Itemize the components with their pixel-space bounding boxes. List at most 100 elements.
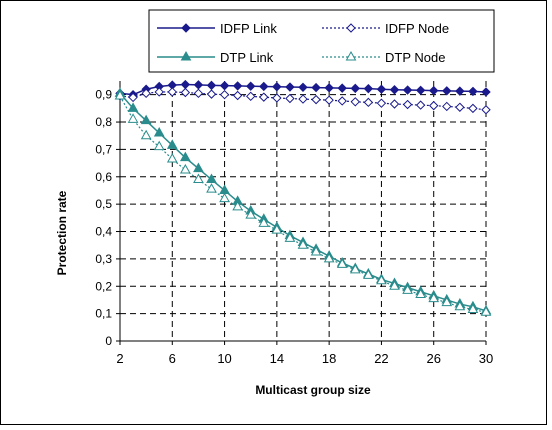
data-point-idfp-node (193, 88, 204, 99)
legend-label-idfp-link: IDFP Link (220, 21, 277, 36)
data-point-dtp-link (140, 114, 152, 125)
legend-label-idfp-node: IDFP Node (385, 21, 449, 36)
x-tick-label: 18 (322, 351, 336, 366)
data-point-idfp-link (468, 86, 478, 97)
data-point-idfp-node (389, 99, 400, 109)
axes-layer (116, 81, 487, 345)
data-point-idfp-node (468, 103, 478, 114)
data-point-dtp-node (193, 173, 204, 184)
data-point-idfp-node (415, 100, 426, 110)
data-point-idfp-node (232, 90, 243, 101)
x-tick-label: 6 (169, 351, 176, 366)
legend-marker-idfp-node (346, 23, 356, 33)
data-point-idfp-link (259, 81, 269, 92)
data-point-idfp-node (442, 101, 452, 112)
legend-label-dtp-link: DTP Link (220, 50, 274, 65)
data-point-dtp-node (258, 217, 270, 227)
data-point-dtp-link (153, 126, 165, 137)
data-point-dtp-node (140, 129, 152, 140)
data-point-idfp-node (363, 97, 374, 108)
data-point-dtp-node (389, 280, 400, 290)
x-axis-label: Multicast group size (255, 383, 371, 397)
data-point-idfp-link (219, 80, 230, 91)
data-point-idfp-node (259, 92, 269, 102)
legend-items: IDFP Link IDFP Node DTP Link DTP Node (157, 21, 449, 65)
data-point-idfp-link (232, 81, 243, 91)
data-point-dtp-node (297, 239, 309, 249)
data-point-dtp-node (363, 269, 374, 279)
data-point-idfp-link (376, 84, 387, 94)
data-point-dtp-link (193, 162, 204, 173)
data-point-idfp-node (481, 105, 491, 115)
data-point-idfp-link (206, 80, 217, 91)
y-tick-label: 0,9 (95, 88, 112, 102)
data-point-idfp-node (180, 87, 191, 98)
y-tick-label: 0,7 (95, 142, 112, 156)
data-point-idfp-link (298, 82, 308, 93)
y-tick-label: 0,6 (95, 170, 112, 184)
data-point-idfp-node (324, 95, 334, 105)
x-tick-label: 30 (479, 351, 493, 366)
data-point-idfp-node (167, 87, 177, 97)
data-point-idfp-node (246, 91, 256, 102)
data-point-idfp-link (402, 85, 413, 95)
legend-marker-dtp-node (345, 50, 357, 61)
data-point-idfp-link (246, 81, 256, 91)
data-point-dtp-node (127, 113, 139, 123)
data-point-dtp-link (180, 151, 191, 162)
data-point-idfp-node (455, 102, 465, 112)
legend-marker-dtp-link (180, 50, 192, 61)
data-point-dtp-node (206, 183, 217, 193)
y-tick-label: 0,4 (95, 225, 112, 239)
y-tick-label: 0,5 (95, 197, 112, 211)
y-tick-label: 0 (105, 334, 112, 348)
y-tick-label: 0,1 (95, 307, 112, 321)
y-axis-label: Protection rate (55, 190, 69, 275)
data-point-dtp-node (232, 200, 243, 211)
data-point-idfp-node (429, 100, 439, 111)
data-point-dtp-node (180, 163, 191, 174)
legend-marker-idfp-link (181, 23, 191, 33)
data-point-idfp-link (272, 82, 282, 92)
data-point-dtp-link (206, 173, 217, 184)
data-point-idfp-link (324, 83, 334, 93)
data-point-dtp-node (153, 140, 165, 151)
data-point-dtp-node (336, 258, 348, 268)
data-point-dtp-link (166, 139, 178, 149)
data-point-dtp-node (441, 296, 453, 307)
ticks-layer: 00,10,20,30,40,50,60,70,80,92 6 10 14 18 22 26… (95, 88, 493, 366)
data-point-idfp-link (285, 82, 295, 92)
data-point-idfp-node (298, 94, 308, 104)
data-point-idfp-node (128, 92, 138, 103)
x-tick-label: 2 (116, 351, 123, 366)
data-point-idfp-node (337, 96, 347, 106)
data-point-idfp-link (429, 85, 439, 96)
data-point-idfp-node (154, 87, 164, 97)
data-point-idfp-link (311, 82, 321, 93)
data-point-idfp-node (376, 98, 387, 108)
data-point-dtp-node (402, 284, 413, 294)
data-point-dtp-node (415, 288, 426, 298)
data-point-idfp-link (442, 86, 452, 96)
x-tick-label: 26 (426, 351, 440, 366)
x-tick-label: 22 (374, 351, 388, 366)
data-point-dtp-node (166, 152, 178, 163)
data-point-dtp-node (480, 306, 492, 316)
x-tick-label: 14 (270, 351, 284, 366)
data-point-dtp-node (284, 232, 296, 242)
y-tick-label: 0,8 (95, 115, 112, 129)
data-point-dtp-node (376, 274, 387, 285)
data-point-idfp-node (285, 93, 295, 104)
data-point-dtp-node (245, 209, 257, 219)
data-point-idfp-node (206, 89, 217, 99)
y-tick-label: 0,2 (95, 279, 112, 293)
data-point-dtp-node (454, 300, 466, 311)
data-point-idfp-node (141, 88, 151, 99)
data-point-idfp-link (415, 85, 426, 96)
data-point-idfp-node (272, 93, 282, 103)
y-tick-label: 0,3 (95, 252, 112, 266)
data-point-idfp-node (311, 94, 321, 105)
data-point-dtp-node (349, 263, 361, 274)
data-point-dtp-node (310, 246, 322, 256)
data-point-idfp-link (337, 83, 347, 93)
